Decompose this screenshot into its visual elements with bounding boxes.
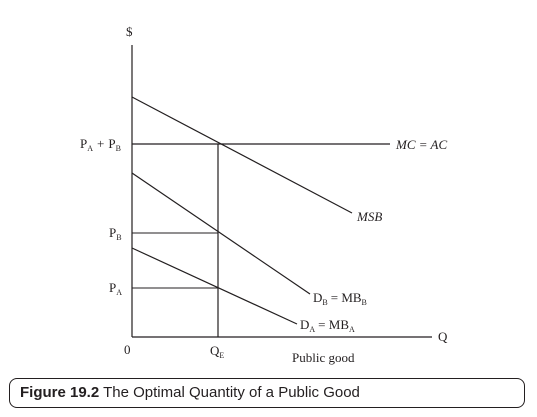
pb-label: PB xyxy=(109,225,122,242)
msb-curve xyxy=(131,96,353,214)
combined-price-label: PA + PB xyxy=(80,136,121,153)
db-mbb-curve xyxy=(131,172,311,295)
x-axis-caption: Public good xyxy=(292,350,355,365)
db-mbb-label: DB = MBB xyxy=(313,290,367,307)
y-axis-label: $ xyxy=(126,24,133,39)
pa-label: PA xyxy=(109,280,122,297)
figure-caption: Figure 19.2 The Optimal Quantity of a Pu… xyxy=(9,378,525,408)
mc-ac-label: MC = AC xyxy=(395,137,447,152)
figure-title: The Optimal Quantity of a Public Good xyxy=(103,384,360,401)
qe-label: QE xyxy=(210,343,224,360)
msb-label: MSB xyxy=(356,209,382,224)
public-good-diagram: $ PA + PB PB PA MC = AC MSB DB = MBB DA = MB… xyxy=(80,24,448,365)
origin-label: 0 xyxy=(124,342,131,357)
x-axis-label: Q xyxy=(438,329,448,344)
da-mba-curve xyxy=(131,247,298,325)
figure-number: Figure 19.2 xyxy=(20,384,100,401)
da-mba-label: DA = MBA xyxy=(300,317,355,334)
